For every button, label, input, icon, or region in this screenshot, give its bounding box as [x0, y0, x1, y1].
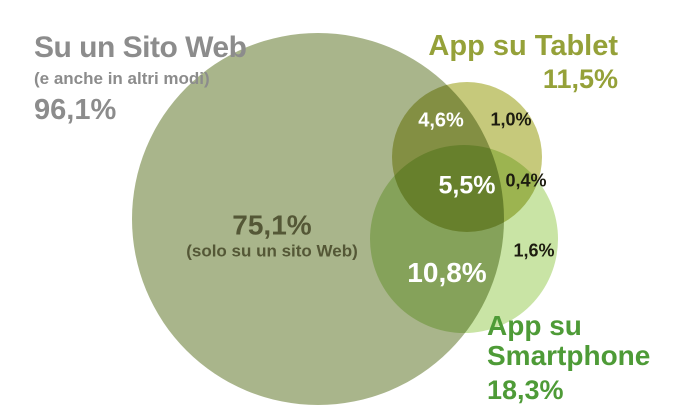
tablet-set-value: 11,5%	[542, 64, 618, 95]
region-web-smartphone-value: 10,8%	[407, 257, 487, 288]
web-set-value: 96,1%	[34, 93, 117, 126]
smartphone-set-title: App su Smartphone	[487, 310, 651, 372]
region-smartphone-only-value: 1,6%	[513, 240, 555, 261]
region-tablet-only-value: 1,0%	[490, 109, 532, 130]
tablet-set-label-block: App su Tablet 11,5%	[428, 31, 618, 95]
smartphone-set-label-block: App su Smartphone 18,3%	[487, 310, 667, 406]
region-web-only: 75,1% (solo su un sito Web)	[186, 210, 358, 261]
web-set-subtitle: (e anche in altri modi)	[34, 68, 210, 88]
region-web-tablet-value: 4,6%	[418, 109, 464, 132]
region-web-only-value: 75,1%	[232, 209, 312, 241]
smartphone-set-value: 18,3%	[487, 375, 564, 406]
web-set-label-block: Su un Sito Web (e anche in altri modi) 9…	[34, 31, 247, 127]
region-web-tablet-smartphone-value: 5,5%	[438, 171, 496, 200]
smartphone-circle	[370, 145, 558, 333]
tablet-set-title: App su Tablet	[428, 30, 618, 62]
region-tablet-smartphone-value: 0,4%	[505, 170, 547, 191]
region-web-only-note: (solo su un sito Web)	[186, 241, 358, 261]
web-set-title: Su un Sito Web	[34, 31, 247, 64]
